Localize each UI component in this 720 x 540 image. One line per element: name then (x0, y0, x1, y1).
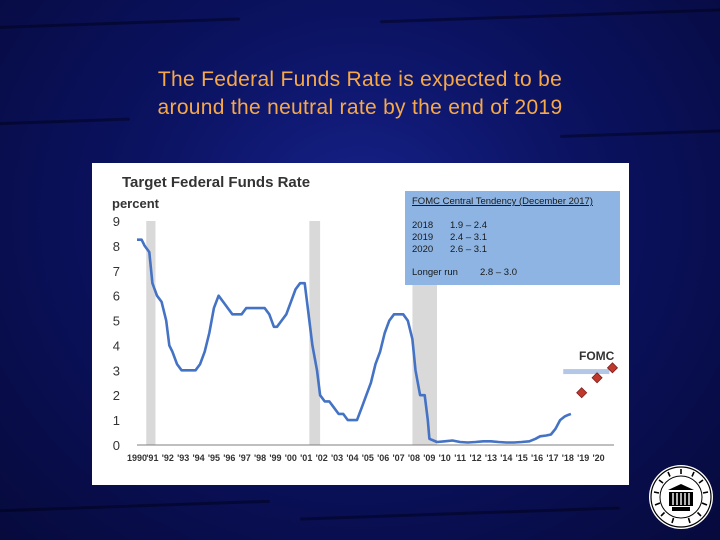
central-tendency-title: FOMC Central Tendency (December 2017) (412, 196, 593, 207)
x-tick-label: '02 (316, 453, 328, 463)
y-tick-label: 2 (113, 388, 120, 403)
y-tick-label: 8 (113, 239, 120, 254)
seal-lettering (653, 469, 709, 524)
bg-streak (0, 17, 240, 30)
x-tick-label: '08 (408, 453, 420, 463)
ct-year: 2018 (412, 220, 434, 231)
y-tick-label: 0 (113, 438, 120, 453)
y-tick-label: 7 (113, 264, 120, 279)
x-tick-label: '06 (377, 453, 389, 463)
slide-title: The Federal Funds Rate is expected to be… (60, 66, 660, 122)
central-tendency-row: 2020 2.6 – 3.1 (412, 244, 487, 255)
ct-year: 2020 (412, 244, 434, 255)
fomc-projection-point (606, 362, 619, 374)
x-tick-label: '10 (439, 453, 451, 463)
ct-range: 1.9 – 2.4 (450, 220, 487, 231)
x-tick-label: '97 (239, 453, 251, 463)
slide-title-line1: The Federal Funds Rate is expected to be (157, 68, 563, 91)
x-tick-label: '13 (485, 453, 497, 463)
x-tick-label: '09 (423, 453, 435, 463)
chart-title: Target Federal Funds Rate (122, 174, 310, 191)
y-tick-label: 9 (113, 214, 120, 229)
longer-run-range: 2.8 – 3.0 (480, 267, 517, 278)
y-axis-label: percent (112, 196, 160, 211)
x-tick-label: '12 (469, 453, 481, 463)
x-tick-label: '18 (562, 453, 574, 463)
recession-band (146, 221, 156, 445)
x-tick-label: '04 (346, 453, 358, 463)
ct-range: 2.6 – 3.1 (450, 244, 487, 255)
seal-outer-border (650, 466, 712, 528)
ct-range: 2.4 – 3.1 (450, 232, 487, 243)
fed-funds-chart: 0 1 2 3 4 5 6 7 8 9 1990'91 '92'93'94 '95'96 '97'98'9… (112, 174, 619, 463)
x-tick-label: '98 (254, 453, 266, 463)
seal-inner-border (659, 475, 703, 519)
bg-streak (0, 499, 270, 514)
fomc-projection-point (576, 387, 588, 399)
x-tick-label: '17 (546, 453, 558, 463)
longer-run-label: Longer run (412, 267, 458, 278)
x-tick-label: '93 (177, 453, 189, 463)
bg-streak (300, 506, 620, 521)
x-tick-label: '07 (393, 453, 405, 463)
fomc-label: FOMC (579, 349, 615, 363)
fomc-central-tendency-band (563, 369, 610, 375)
chart-panel: 0 1 2 3 4 5 6 7 8 9 1990'91 '92'93'94 '95'96 '97'98'9… (92, 163, 629, 485)
fed-seal-logo (649, 465, 713, 529)
x-tick-label: '05 (362, 453, 374, 463)
x-tick-label: '11 (454, 453, 466, 463)
recession-band (309, 221, 321, 445)
seal-eagle (668, 484, 694, 490)
x-tick-label: '00 (285, 453, 297, 463)
y-tick-label: 1 (113, 413, 120, 428)
x-tick-label: '99 (269, 453, 281, 463)
x-tick-label: '95 (208, 453, 220, 463)
seal-base (672, 507, 690, 511)
y-tick-label: 6 (113, 289, 120, 304)
y-tick-label: 4 (113, 338, 120, 353)
x-tick-label: '03 (331, 453, 343, 463)
seal-shield-stripes (672, 493, 690, 505)
x-tick-label: '91 (146, 453, 158, 463)
fed-funds-rate-line (137, 238, 572, 444)
y-tick-label: 5 (113, 314, 120, 329)
bg-streak (559, 129, 720, 138)
x-tick-label: '01 (300, 453, 312, 463)
x-tick-label: '15 (516, 453, 528, 463)
x-tick-label: '16 (531, 453, 543, 463)
central-tendency-box: FOMC Central Tendency (December 2017) 20… (405, 191, 620, 285)
x-tick-label: 1990 (127, 453, 147, 463)
central-tendency-row: 2018 1.9 – 2.4 (412, 220, 487, 231)
y-tick-label: 3 (113, 363, 120, 378)
x-tick-label: '14 (500, 453, 512, 463)
x-tick-label: '20 (593, 453, 605, 463)
central-tendency-longer-run: Longer run 2.8 – 3.0 (412, 267, 517, 278)
ct-year: 2019 (412, 232, 434, 243)
x-tick-label: '96 (223, 453, 235, 463)
x-tick-label: '19 (577, 453, 589, 463)
x-tick-label: '92 (162, 453, 174, 463)
slide-title-line2: around the neutral rate by the end of 20… (157, 96, 563, 119)
bg-streak (380, 7, 720, 24)
x-tick-label: '94 (192, 453, 204, 463)
fomc-projection-point (591, 372, 603, 384)
central-tendency-row: 2019 2.4 – 3.1 (412, 232, 487, 243)
